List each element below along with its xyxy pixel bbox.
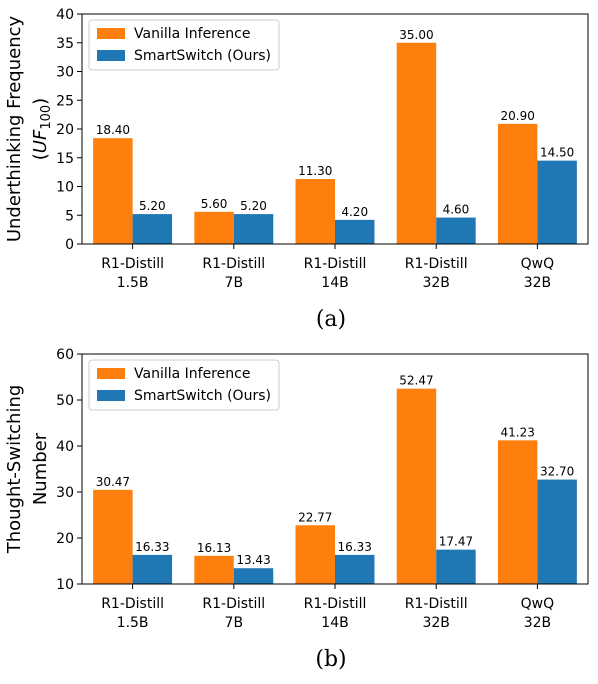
y-tick-label: 35 xyxy=(56,36,74,52)
bar xyxy=(194,211,234,244)
data-label: 13.43 xyxy=(236,553,270,567)
x-tick-label: R1-Distill 32B xyxy=(405,596,468,631)
data-label: 5.60 xyxy=(201,197,228,211)
legend-box xyxy=(88,19,280,71)
bar xyxy=(233,214,274,244)
data-label: 16.33 xyxy=(135,540,169,554)
data-label: 4.60 xyxy=(443,203,470,217)
x-tick-label: R1-Distill 14B xyxy=(304,596,367,631)
data-label: 14.50 xyxy=(540,146,574,160)
y-tick-label: 15 xyxy=(56,151,74,167)
data-label: 30.47 xyxy=(96,475,130,489)
x-tick-label: R1-Distill 14B xyxy=(304,256,367,291)
data-label: 18.40 xyxy=(96,123,130,137)
bar xyxy=(93,489,133,584)
data-label: 20.90 xyxy=(500,109,534,123)
y-tick-label: 10 xyxy=(56,577,74,593)
y-tick-label: 20 xyxy=(56,122,74,138)
bar xyxy=(537,479,577,584)
y-tick-label: 30 xyxy=(56,485,74,501)
y-tick-label: 5 xyxy=(65,208,74,224)
bar xyxy=(497,123,538,244)
bar xyxy=(93,138,133,244)
bar xyxy=(335,554,375,584)
y-axis-label: (UF100) xyxy=(30,98,54,160)
x-tick-label: R1-Distill 32B xyxy=(405,256,468,291)
chart-panel-a: 18.40 5.60 11.30 35.00 20.90 5.20 5.20 4.20 4.60… xyxy=(4,7,589,332)
data-label: 22.77 xyxy=(298,510,332,524)
x-tick-label: R1-Distill 1.5B xyxy=(101,596,164,631)
legend-swatch xyxy=(97,50,125,61)
panel-caption: (b) xyxy=(315,647,346,672)
data-label: 5.20 xyxy=(240,199,267,213)
x-tick-label: R1-Distill 7B xyxy=(202,596,265,631)
bar xyxy=(132,214,173,244)
data-label: 52.47 xyxy=(399,374,433,388)
legend-label: SmartSwitch (Ours) xyxy=(134,48,271,64)
y-axis-label: Underthinking Frequency xyxy=(4,15,25,242)
legend-label: Vanilla Inference xyxy=(134,26,250,42)
legend-box xyxy=(88,359,280,411)
bar xyxy=(436,217,476,244)
data-label: 16.13 xyxy=(197,541,231,555)
bar xyxy=(295,525,335,584)
bar xyxy=(497,440,538,584)
y-axis-label: Thought-Switching xyxy=(4,385,25,555)
bar xyxy=(436,549,476,584)
bar xyxy=(396,388,437,584)
chart-panel-b: 30.47 16.13 22.77 52.47 41.23 16.33 13.43 16.33… xyxy=(4,347,589,672)
x-tick-label: QwQ 32B xyxy=(521,256,555,291)
data-label: 4.20 xyxy=(341,205,368,219)
legend-swatch xyxy=(97,368,125,379)
bar xyxy=(537,160,577,245)
y-tick-label: 60 xyxy=(56,347,74,363)
y-tick-label: 40 xyxy=(56,439,74,455)
data-label: 32.70 xyxy=(540,465,574,479)
data-label: 17.47 xyxy=(439,535,473,549)
y-tick-label: 25 xyxy=(56,93,74,109)
legend-label: Vanilla Inference xyxy=(134,366,250,382)
x-tick-label: R1-Distill 7B xyxy=(202,256,265,291)
data-label: 11.30 xyxy=(298,164,332,178)
legend-swatch xyxy=(97,390,125,401)
bar xyxy=(194,555,234,584)
bar xyxy=(396,42,437,244)
data-label: 16.33 xyxy=(338,540,372,554)
y-axis-label: Number xyxy=(30,432,51,505)
y-tick-label: 0 xyxy=(65,237,74,253)
x-tick-label: QwQ 32B xyxy=(521,596,555,631)
y-tick-label: 50 xyxy=(56,393,74,409)
y-tick-label: 10 xyxy=(56,180,74,196)
legend-swatch xyxy=(97,28,125,39)
y-tick-label: 40 xyxy=(56,7,74,23)
x-tick-label: R1-Distill 1.5B xyxy=(101,256,164,291)
panel-caption: (a) xyxy=(316,307,346,332)
bar xyxy=(335,219,375,244)
data-label: 35.00 xyxy=(399,28,433,42)
bar xyxy=(295,179,335,244)
y-tick-label: 20 xyxy=(56,531,74,547)
bar xyxy=(132,554,173,584)
data-label: 5.20 xyxy=(139,199,166,213)
y-tick-label: 30 xyxy=(56,65,74,81)
data-label: 41.23 xyxy=(500,425,534,439)
bar xyxy=(233,568,274,584)
legend-label: SmartSwitch (Ours) xyxy=(134,388,271,404)
